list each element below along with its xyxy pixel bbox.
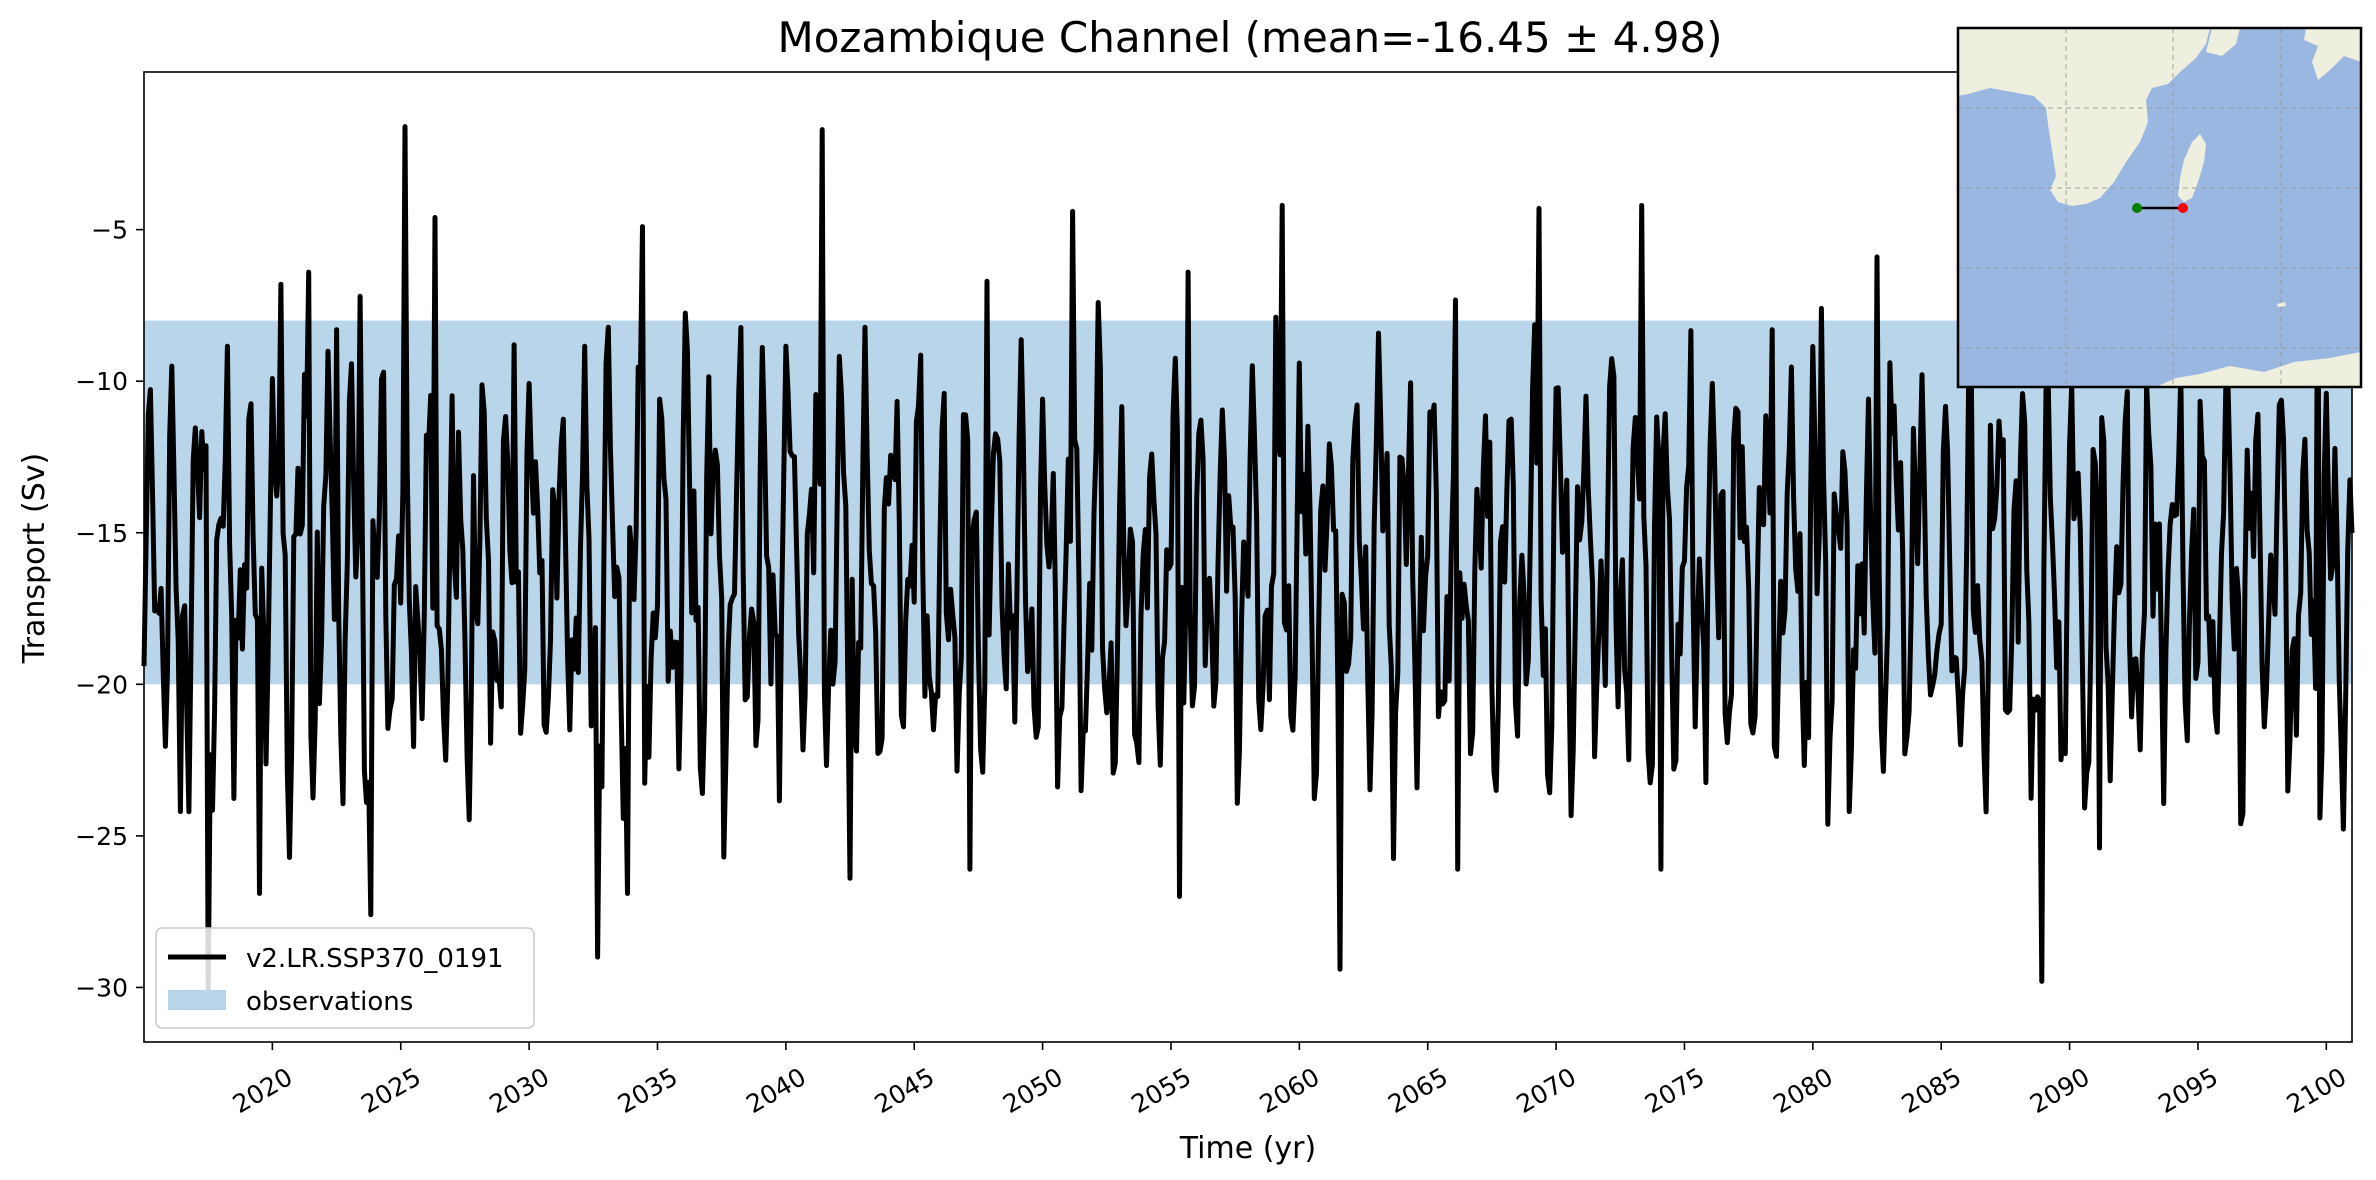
- map-gridlines: [1958, 28, 2361, 387]
- plot-area-frame: [143, 71, 2353, 1043]
- section-end-marker: [2178, 203, 2188, 213]
- legend: v2.LR.SSP370_0191 observations: [155, 927, 535, 1029]
- chart-title: Mozambique Channel (mean=-16.45 ± 4.98): [777, 13, 1722, 62]
- map-land-antarctica: [2156, 352, 2361, 387]
- map-land-africa: [1958, 28, 2210, 206]
- legend-label-series: v2.LR.SSP370_0191: [246, 944, 504, 974]
- series-line: [141, 124, 2355, 999]
- map-land-asia: [2304, 28, 2361, 80]
- legend-swatch-observations: [168, 990, 226, 1010]
- y-tick-label: −5: [91, 216, 128, 245]
- y-axis: −30 −25 −20 −15 −10 −5: [75, 216, 144, 1002]
- y-tick-label: −20: [75, 670, 128, 699]
- y-tick-label: −15: [75, 519, 128, 548]
- inset-map-frame: [1956, 26, 2363, 389]
- section-start-marker: [2132, 203, 2142, 213]
- y-axis-label: Transport (Sv): [17, 453, 52, 665]
- y-tick-label: −30: [75, 973, 128, 1002]
- legend-label-observations: observations: [246, 987, 413, 1017]
- map-land-madagascar: [2178, 134, 2206, 202]
- inset-map: [1956, 26, 2363, 389]
- y-tick-label: −10: [75, 367, 128, 396]
- map-land-arabia: [2206, 28, 2240, 56]
- legend-box: [155, 927, 535, 1029]
- map-land-small-island: [2277, 302, 2286, 307]
- x-axis-label: Time (yr): [1179, 1131, 1316, 1166]
- y-tick-label: −25: [75, 822, 128, 851]
